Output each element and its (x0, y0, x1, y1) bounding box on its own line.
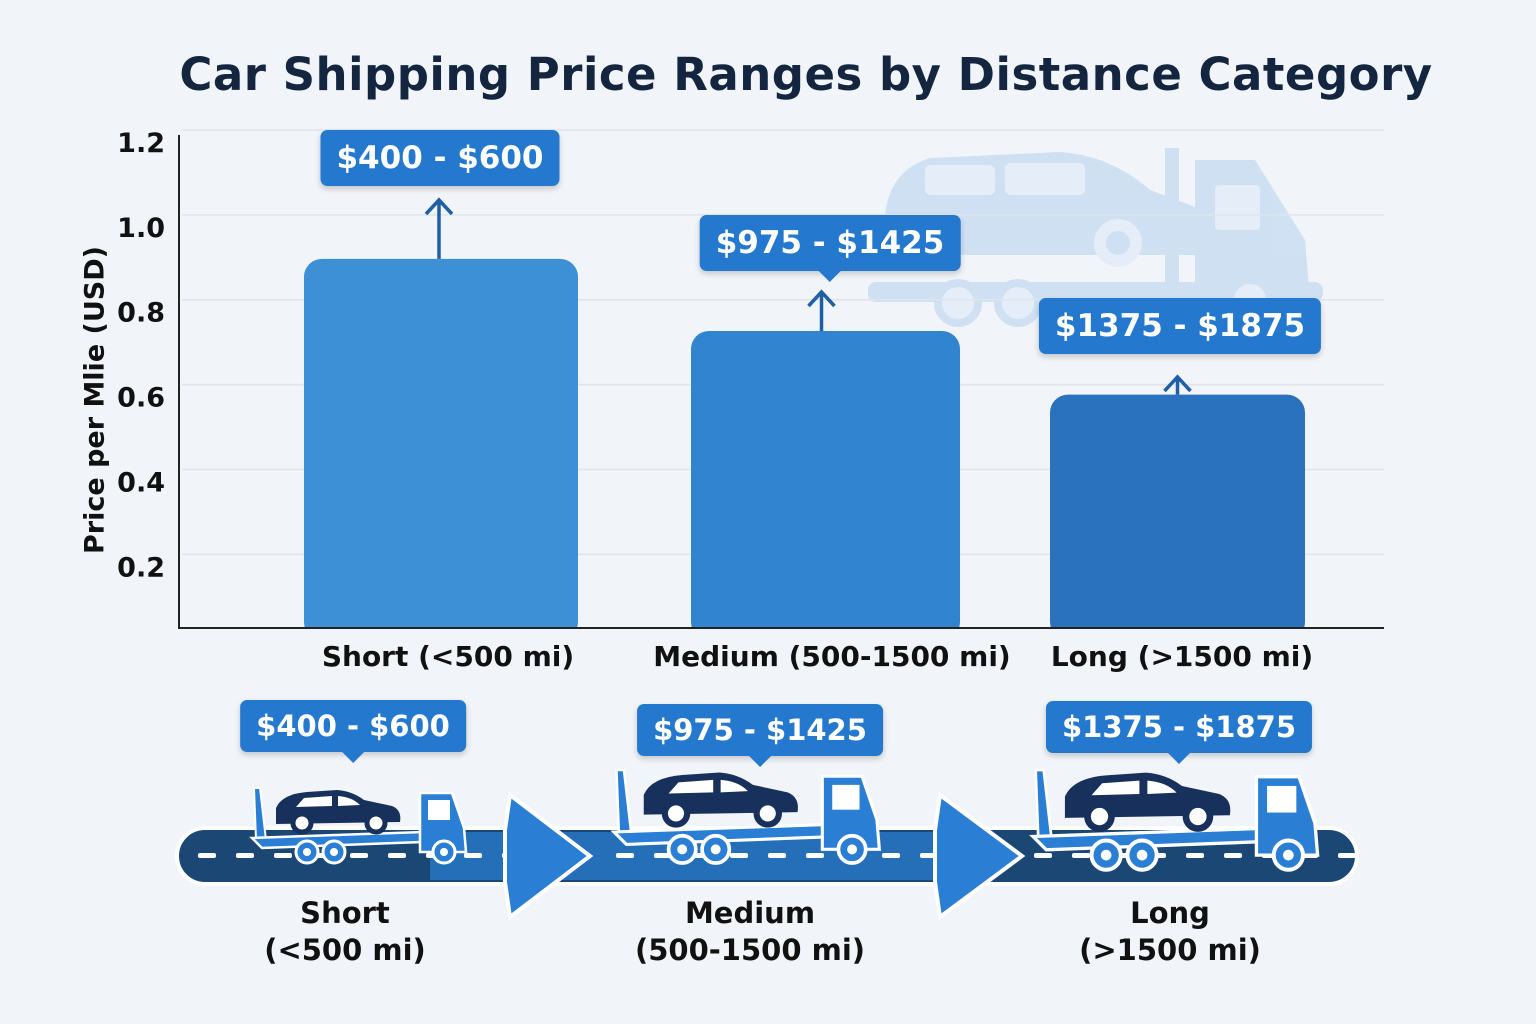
label-line: (500-1500 mi) (634, 933, 866, 967)
road-dash (882, 853, 900, 858)
road-dash (806, 853, 824, 858)
timeline-label-medium: Medium (500-1500 mi) (635, 895, 865, 969)
bar (691, 330, 960, 640)
car-carrier-truck-icon (249, 787, 468, 865)
y-tick-label: 0.6 (117, 383, 165, 414)
y-tick-label: 1.0 (117, 213, 165, 244)
arrow-up-icon (807, 289, 836, 331)
arrow-right-icon (933, 791, 1026, 921)
road-dash (198, 853, 216, 858)
road-dash (350, 853, 368, 858)
label-line: Short (300, 896, 390, 930)
timeline-label-long: Long (>1500 mi) (1079, 895, 1261, 969)
data-label-medium: $975 - $1425 (699, 215, 961, 282)
arrow-up-icon (1163, 374, 1192, 395)
y-tick-label: 1.2 (117, 128, 165, 159)
car-carrier-truck-icon (1029, 768, 1320, 872)
bar (1050, 394, 1305, 640)
road-dash (730, 853, 748, 858)
label-line: (>1500 mi) (1079, 933, 1261, 967)
road-dash (464, 853, 482, 858)
car-carrier-truck-icon (610, 768, 882, 865)
road-dash (1186, 853, 1204, 858)
arrow-up-icon (424, 197, 454, 259)
road-dash (1338, 853, 1356, 858)
y-tick-label: 0.4 (117, 467, 165, 498)
y-axis-label: Price per Mlie (USD) (79, 246, 111, 554)
x-tick-label: Long (>1500 mi) (1050, 640, 1314, 673)
timeline-price-medium: $975 - $1425 (637, 704, 883, 767)
data-label-long: $1375 - $1875 (1038, 298, 1322, 354)
x-tick-label: Medium (500-1500 mi) (653, 640, 1011, 673)
road-dash (616, 853, 634, 858)
label-line: Long (1130, 896, 1210, 930)
background-truck-icon (868, 148, 1323, 327)
timeline-price-short: $400 - $600 (240, 700, 466, 763)
bar (304, 258, 578, 640)
road-dash (1034, 853, 1052, 858)
timeline-price-long: $1375 - $1875 (1045, 701, 1313, 764)
data-label-short: $400 - $600 (320, 130, 560, 186)
road-dash (768, 853, 786, 858)
arrow-right-icon (503, 791, 594, 921)
road-dash (1224, 853, 1242, 858)
timeline-label-short: Short (<500 mi) (264, 895, 426, 969)
label-line: (<500 mi) (264, 933, 426, 967)
y-tick-label: 0.2 (117, 552, 165, 583)
y-tick-label: 0.8 (117, 298, 165, 329)
chart-title: Car Shipping Price Ranges by Distance Ca… (179, 48, 1433, 101)
x-tick-label: Short (<500 mi) (321, 640, 575, 673)
label-line: Medium (684, 896, 816, 930)
road-dash (236, 853, 254, 858)
road-dash (274, 853, 292, 858)
road-dash (388, 853, 406, 858)
road-dash (1072, 853, 1090, 858)
